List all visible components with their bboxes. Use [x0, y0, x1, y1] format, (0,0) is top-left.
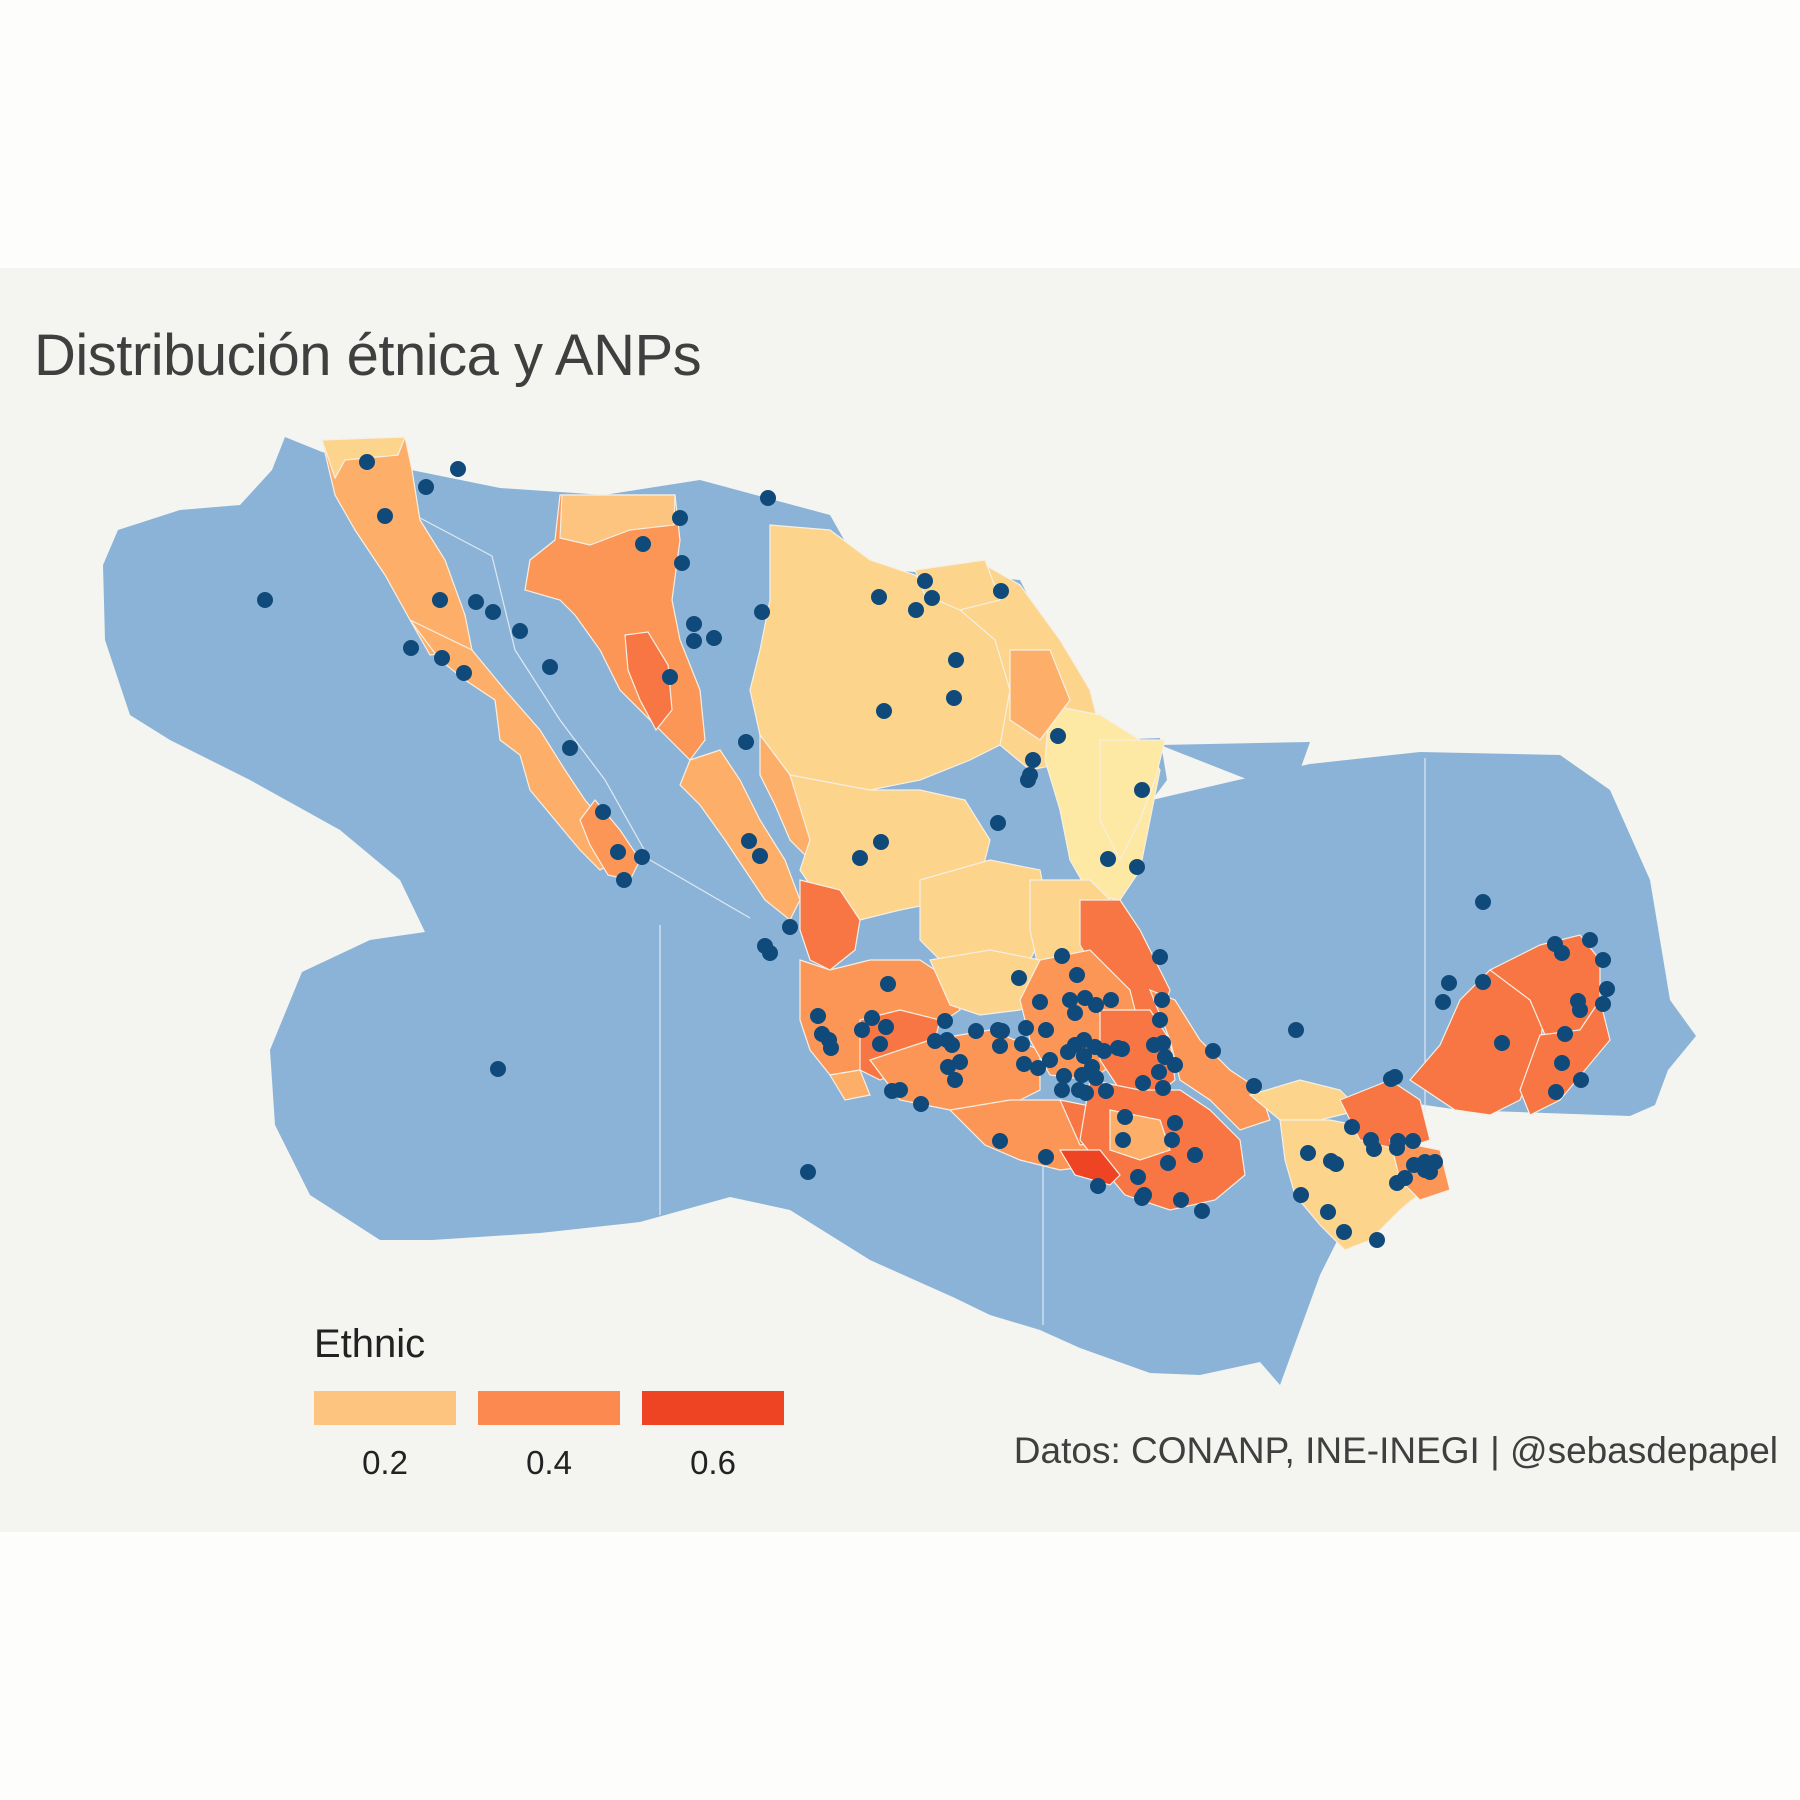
map-title: Distribución étnica y ANPs — [34, 323, 702, 388]
nayarit — [799, 879, 861, 971]
legend-label-high: 0.6 — [690, 1444, 736, 1481]
legend-label-mid: 0.4 — [526, 1444, 572, 1481]
legend-swatch-low — [314, 1391, 456, 1425]
legend-label-low: 0.2 — [362, 1444, 408, 1481]
baja-central — [409, 619, 626, 871]
legend-swatch-high — [642, 1391, 784, 1425]
source-caption: Datos: CONANP, INE-INEGI | @sebasdepapel — [1013, 1430, 1778, 1471]
colima — [829, 1069, 871, 1101]
gulf-eez — [1160, 742, 1340, 800]
nuevo-leon-mid — [1009, 649, 1071, 741]
legend-title: Ethnic — [314, 1322, 426, 1366]
tamaulipas-north — [1099, 739, 1166, 862]
legend-swatch-mid — [478, 1391, 620, 1425]
anp-points — [257, 454, 1615, 1248]
chihuahua — [749, 524, 1011, 791]
sonora-high — [624, 631, 673, 732]
sonora-north — [559, 494, 676, 546]
oaxaca-coast — [1058, 1149, 1121, 1186]
zone-boundaries — [419, 517, 1426, 1325]
